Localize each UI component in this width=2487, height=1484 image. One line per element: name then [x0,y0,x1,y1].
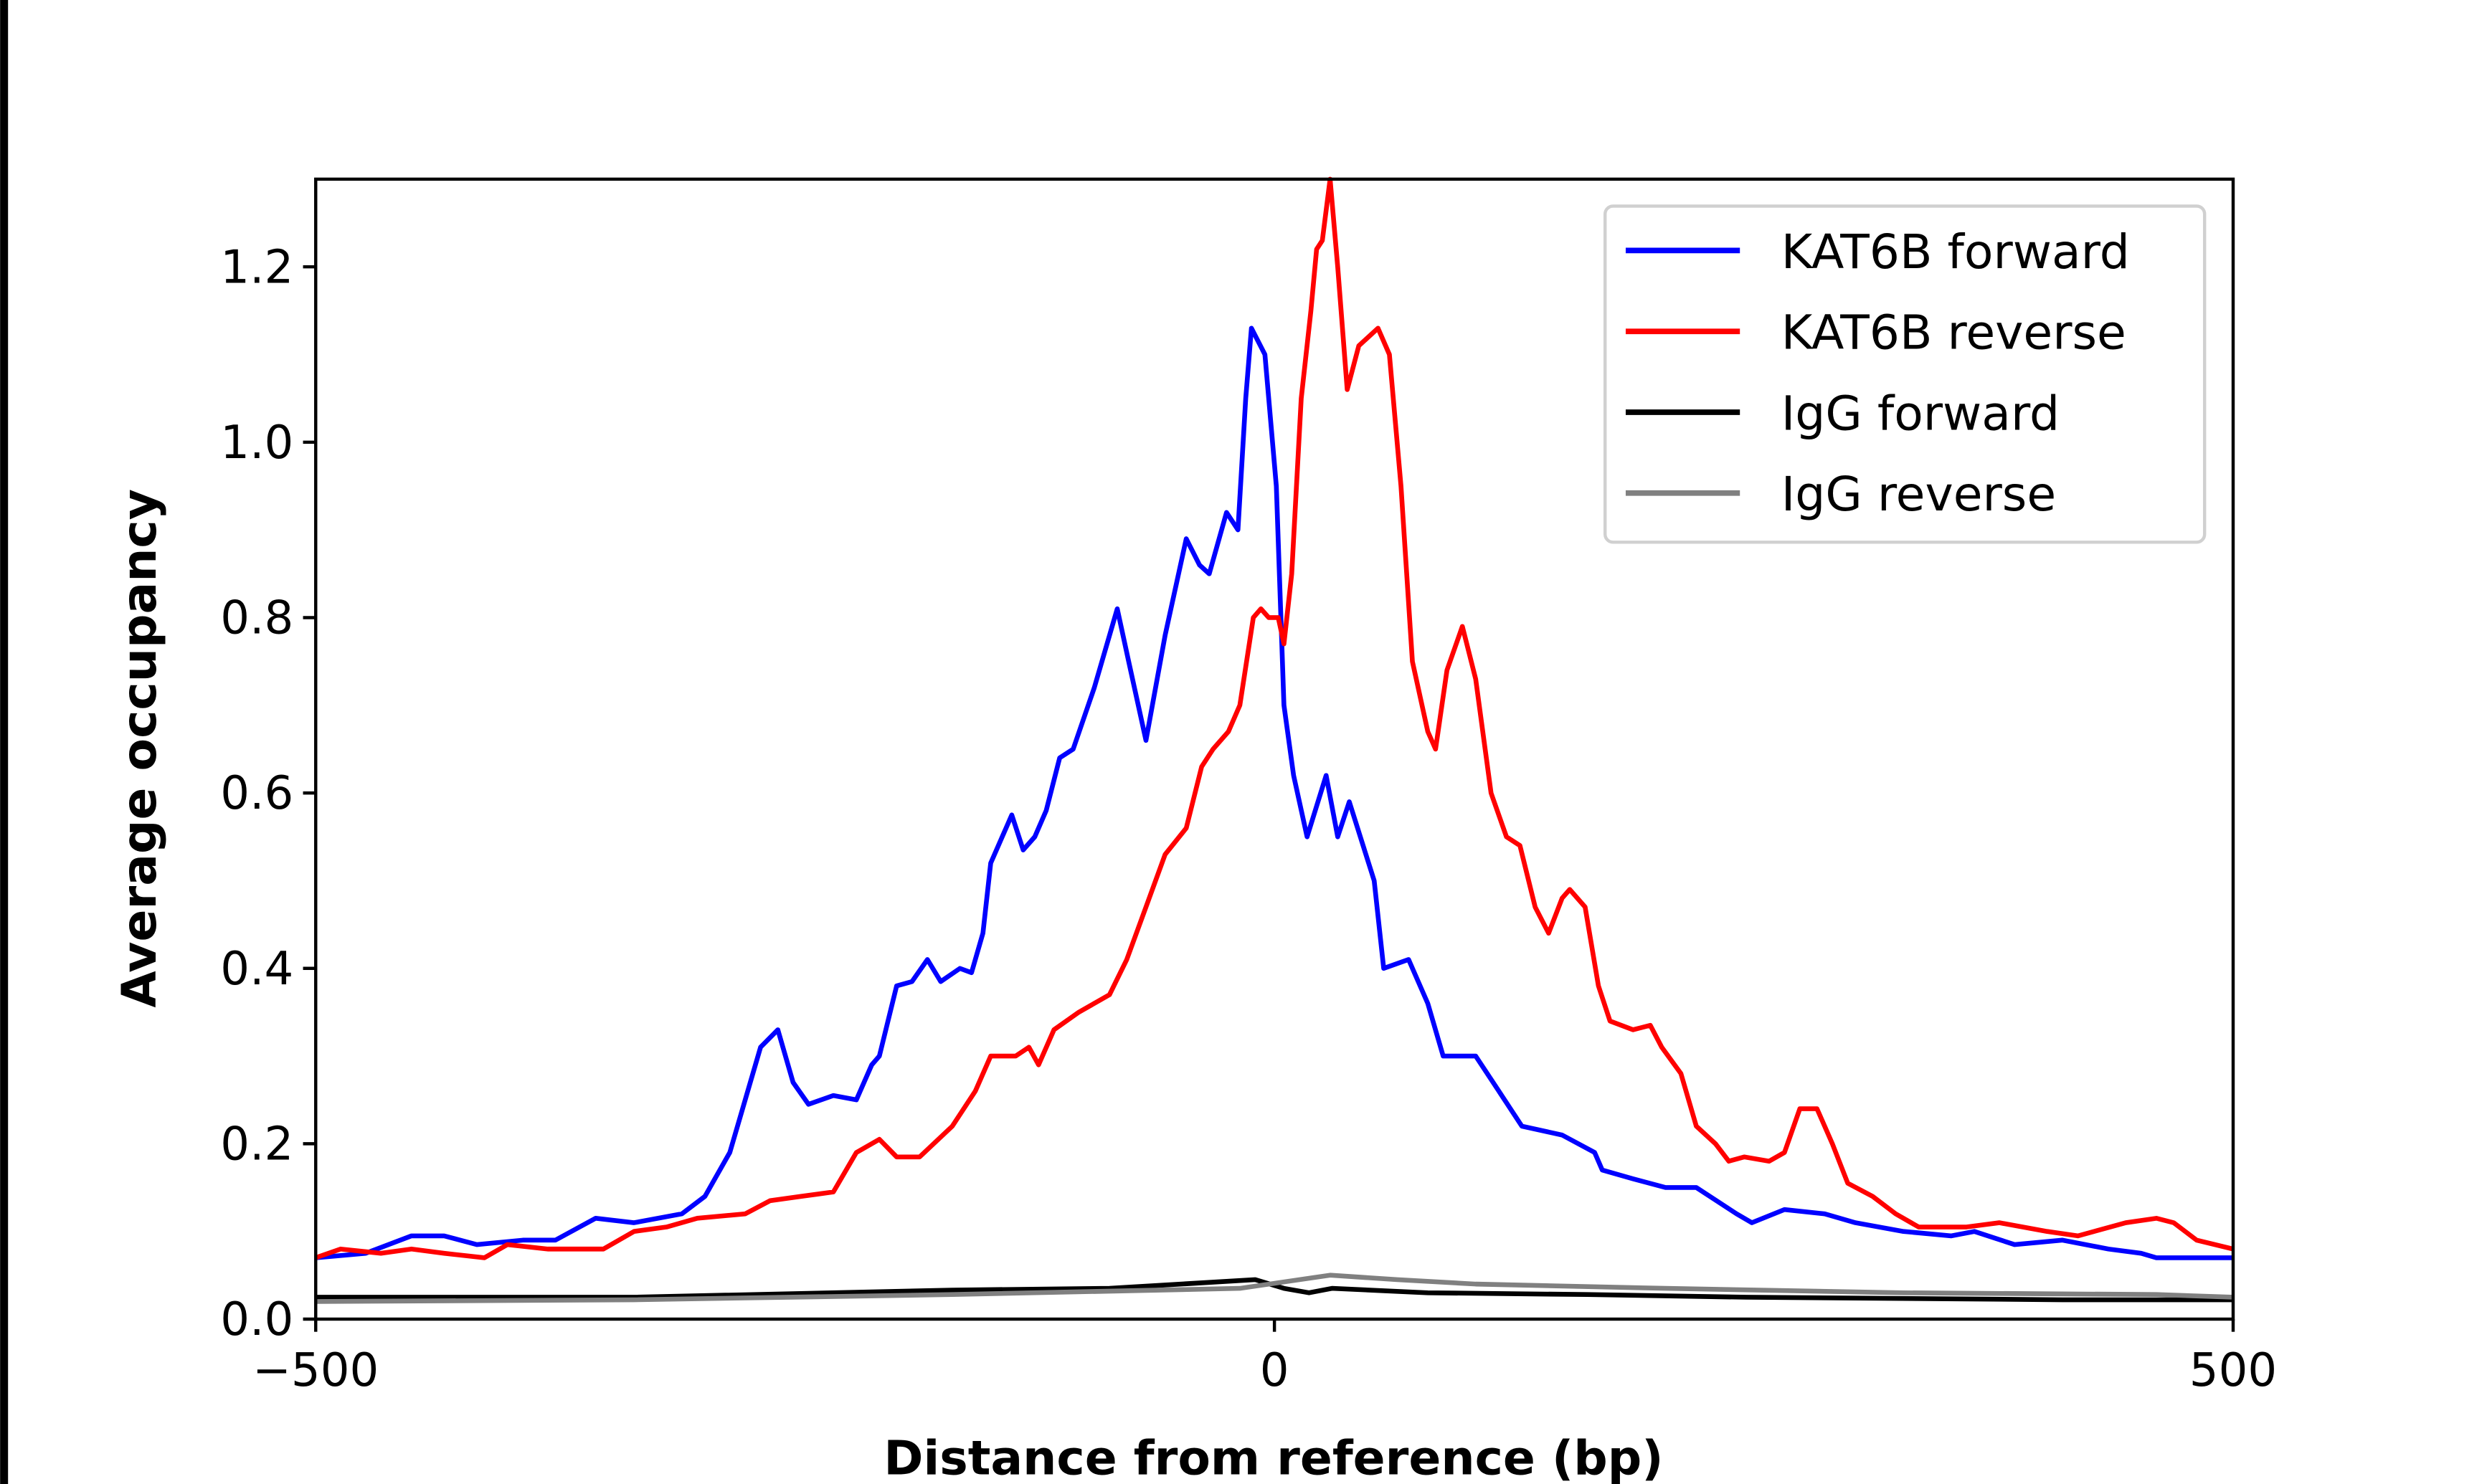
legend: KAT6B forward KAT6B reverse IgG forward IgG… [1603,204,2207,544]
legend-label: KAT6B forward [1781,224,2130,280]
x-tick-label: 500 [2189,1343,2277,1397]
series-line-kat6b-reverse [315,176,2234,1260]
y-axis: 0.0 0.2 0.4 0.6 0.8 1.0 1.2 [220,240,316,1346]
y-tick-label: 1.2 [220,240,293,294]
series-line-kat6b-forward [315,325,2234,1260]
left-edge-bar [0,0,9,1484]
y-tick-label: 0.4 [220,942,293,996]
legend-label: IgG reverse [1781,466,2056,522]
legend-label: IgG forward [1781,385,2060,441]
legend-box [1603,204,2207,544]
y-tick-label: 0.8 [220,591,293,645]
legend-label: KAT6B reverse [1781,305,2126,361]
y-axis-label: Average occupancy [111,489,167,1008]
y-tick-label: 0.0 [220,1293,293,1346]
x-tick-label: 0 [1260,1343,1289,1397]
series-line-igg-forward [316,1277,2234,1303]
y-tick-label: 1.0 [220,416,293,470]
x-axis: −500 0 500 [252,1319,2277,1397]
x-axis-label: Distance from reference (bp) [884,1430,1663,1484]
series-line-igg-reverse [316,1273,2234,1304]
y-tick-label: 0.2 [220,1117,293,1171]
x-tick-label: −500 [252,1343,379,1397]
series-layer [315,176,2234,1304]
y-tick-label: 0.6 [220,766,293,820]
